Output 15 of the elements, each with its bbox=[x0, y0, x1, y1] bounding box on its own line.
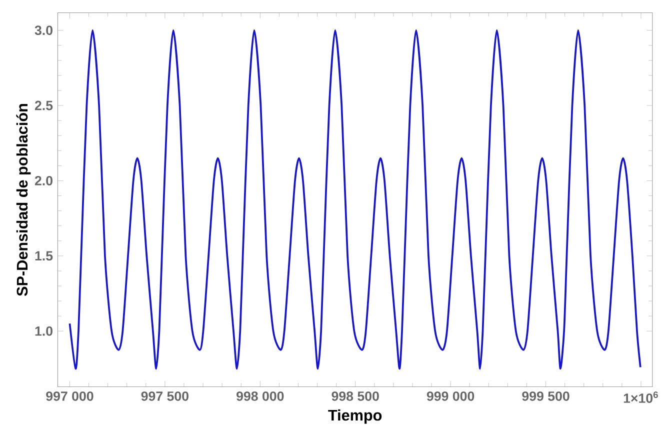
x-axis-title: Tiempo bbox=[328, 409, 382, 424]
y-tick-label: 3.0 bbox=[34, 26, 52, 36]
y-axis-title: SP-Densidad de población bbox=[16, 104, 31, 296]
y-tick-label: 1.5 bbox=[35, 251, 53, 261]
x-tick-label: 998 000 bbox=[236, 391, 284, 401]
y-tick-label: 1.0 bbox=[35, 326, 52, 336]
x-tick-label: 997 500 bbox=[141, 391, 188, 401]
y-tick-label: 2.0 bbox=[34, 176, 52, 186]
y-tick-label: 2.5 bbox=[34, 100, 53, 110]
x-tick-label: 997 000 bbox=[46, 391, 94, 401]
x-tick-label: 998 500 bbox=[332, 391, 379, 401]
line-series bbox=[68, 29, 642, 370]
x-tick-label: 999 000 bbox=[426, 391, 474, 401]
x-tick-label: 1×10$^{6}$ bbox=[624, 391, 658, 403]
x-tick-label: 999 500 bbox=[522, 391, 570, 401]
